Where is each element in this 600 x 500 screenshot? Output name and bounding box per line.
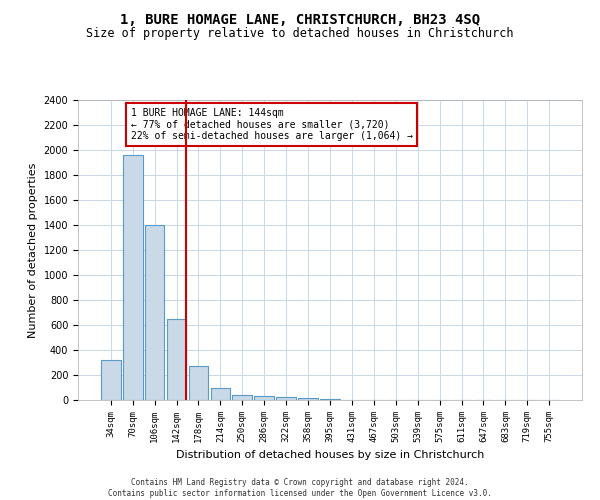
Bar xyxy=(276,397,296,400)
Bar xyxy=(232,395,252,400)
Bar xyxy=(254,396,274,400)
Y-axis label: Number of detached properties: Number of detached properties xyxy=(28,162,38,338)
Bar xyxy=(167,319,187,400)
Text: Size of property relative to detached houses in Christchurch: Size of property relative to detached ho… xyxy=(86,28,514,40)
Bar xyxy=(211,388,230,400)
Text: 1, BURE HOMAGE LANE, CHRISTCHURCH, BH23 4SQ: 1, BURE HOMAGE LANE, CHRISTCHURCH, BH23 … xyxy=(120,12,480,26)
Text: 1 BURE HOMAGE LANE: 144sqm
← 77% of detached houses are smaller (3,720)
22% of s: 1 BURE HOMAGE LANE: 144sqm ← 77% of deta… xyxy=(131,108,413,140)
Bar xyxy=(188,366,208,400)
Bar xyxy=(298,398,318,400)
Bar xyxy=(145,225,164,400)
X-axis label: Distribution of detached houses by size in Christchurch: Distribution of detached houses by size … xyxy=(176,450,484,460)
Text: Contains HM Land Registry data © Crown copyright and database right 2024.
Contai: Contains HM Land Registry data © Crown c… xyxy=(108,478,492,498)
Bar xyxy=(123,155,143,400)
Bar xyxy=(101,360,121,400)
